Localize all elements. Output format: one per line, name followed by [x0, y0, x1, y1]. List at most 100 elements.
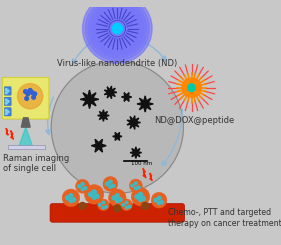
Circle shape [88, 0, 146, 58]
Circle shape [102, 206, 105, 209]
Text: 100 nm: 100 nm [131, 161, 152, 166]
Circle shape [121, 199, 132, 211]
FancyBboxPatch shape [4, 108, 11, 116]
Circle shape [137, 186, 140, 189]
FancyBboxPatch shape [4, 97, 11, 106]
Circle shape [154, 198, 157, 202]
Circle shape [92, 195, 96, 199]
Circle shape [139, 192, 142, 196]
Text: ND@DOX@peptide: ND@DOX@peptide [154, 116, 234, 124]
Circle shape [31, 91, 34, 95]
Circle shape [134, 182, 137, 185]
Polygon shape [19, 127, 32, 146]
FancyBboxPatch shape [50, 204, 185, 222]
Circle shape [188, 84, 195, 92]
Circle shape [83, 0, 152, 63]
Circle shape [157, 201, 161, 205]
Circle shape [25, 97, 28, 100]
Circle shape [84, 187, 87, 190]
Circle shape [118, 198, 122, 202]
Circle shape [129, 179, 142, 192]
Circle shape [160, 200, 164, 204]
Circle shape [95, 194, 99, 198]
Circle shape [112, 184, 115, 187]
Circle shape [72, 198, 76, 202]
Circle shape [78, 185, 81, 188]
Circle shape [112, 23, 123, 34]
Circle shape [109, 185, 112, 188]
Circle shape [108, 189, 126, 207]
Circle shape [109, 180, 112, 183]
Circle shape [7, 100, 9, 102]
Text: Virus-like nanodendrite (ND): Virus-like nanodendrite (ND) [57, 59, 177, 68]
Circle shape [142, 202, 149, 209]
Circle shape [139, 197, 142, 202]
Circle shape [135, 195, 139, 199]
Circle shape [114, 205, 121, 212]
Circle shape [33, 92, 37, 96]
Polygon shape [143, 168, 146, 178]
Circle shape [122, 204, 124, 206]
Circle shape [125, 201, 128, 204]
Circle shape [65, 196, 69, 200]
Circle shape [5, 113, 7, 115]
Circle shape [32, 96, 35, 99]
Text: Raman imaging
of single cell: Raman imaging of single cell [3, 154, 69, 173]
Circle shape [94, 5, 141, 52]
Polygon shape [130, 147, 142, 159]
Polygon shape [121, 93, 132, 101]
FancyBboxPatch shape [4, 87, 11, 95]
Circle shape [69, 199, 73, 203]
Circle shape [157, 196, 161, 200]
Circle shape [103, 177, 118, 191]
Polygon shape [127, 116, 140, 129]
Circle shape [81, 187, 84, 191]
Circle shape [5, 89, 7, 90]
Circle shape [102, 201, 105, 204]
Circle shape [5, 102, 7, 104]
Circle shape [17, 84, 43, 109]
Circle shape [81, 183, 84, 185]
Circle shape [141, 196, 145, 201]
Polygon shape [21, 118, 30, 127]
Circle shape [105, 182, 108, 185]
Polygon shape [113, 132, 122, 140]
Circle shape [134, 187, 137, 190]
Text: Chemo-, PTT and targeted
therapy on cancer treatment: Chemo-, PTT and targeted therapy on canc… [168, 208, 281, 228]
Circle shape [79, 202, 86, 209]
Circle shape [62, 189, 80, 207]
Polygon shape [137, 96, 153, 112]
Circle shape [7, 90, 9, 92]
Circle shape [85, 0, 149, 61]
Circle shape [84, 185, 104, 204]
Circle shape [76, 179, 89, 193]
Polygon shape [104, 86, 117, 99]
Circle shape [5, 110, 7, 111]
Circle shape [69, 194, 73, 197]
Circle shape [24, 90, 27, 93]
Polygon shape [98, 110, 109, 121]
Circle shape [91, 2, 144, 55]
Circle shape [7, 111, 9, 113]
Polygon shape [80, 90, 99, 109]
FancyBboxPatch shape [3, 77, 49, 119]
Circle shape [99, 204, 101, 206]
Circle shape [28, 88, 32, 92]
Circle shape [112, 196, 116, 200]
Circle shape [131, 184, 134, 187]
Circle shape [51, 61, 183, 193]
Circle shape [182, 78, 201, 97]
Circle shape [125, 206, 128, 209]
Circle shape [5, 92, 7, 94]
Circle shape [115, 199, 119, 203]
Circle shape [151, 192, 167, 208]
Circle shape [98, 199, 109, 211]
Polygon shape [6, 128, 8, 135]
Circle shape [115, 194, 119, 197]
Circle shape [26, 92, 30, 96]
FancyBboxPatch shape [8, 145, 46, 149]
Circle shape [5, 99, 7, 101]
Circle shape [105, 205, 107, 208]
Polygon shape [91, 139, 106, 152]
Circle shape [92, 190, 96, 194]
